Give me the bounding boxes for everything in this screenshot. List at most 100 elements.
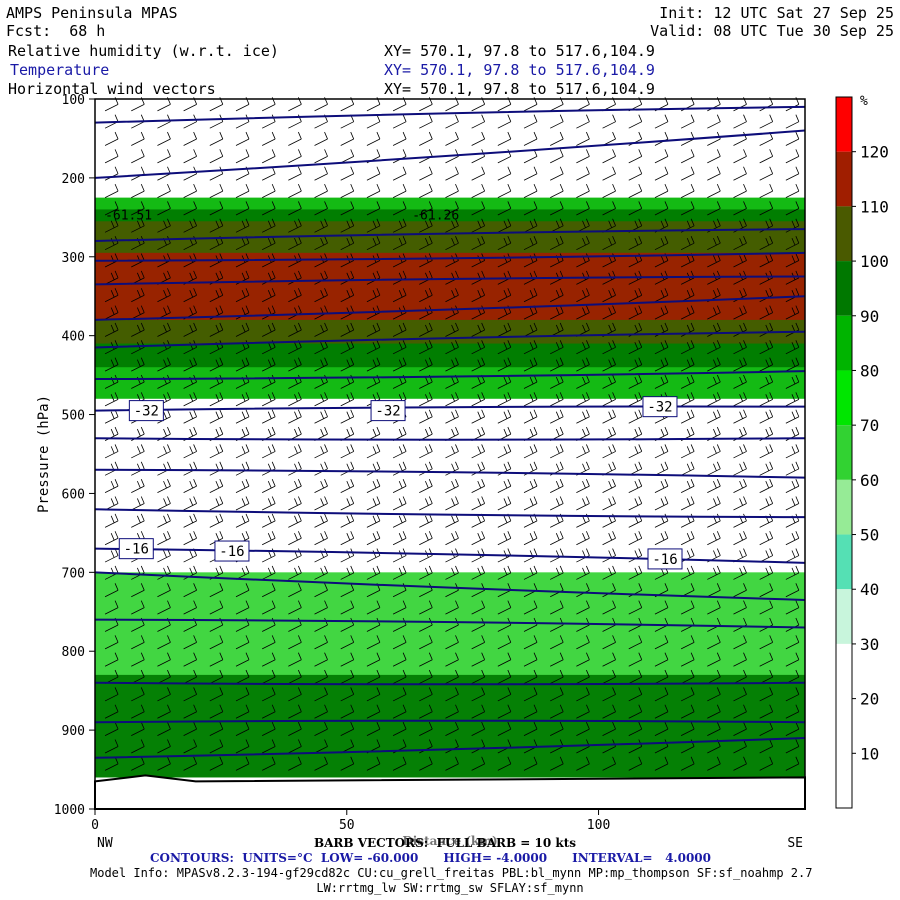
wind-barb-87 [261,149,276,164]
wind-barb-387 [340,340,355,355]
wind-barb-796 [445,600,459,615]
wind-barb-174 [419,201,433,216]
contour-label-1: -32 [375,404,400,420]
wind-barb-721 [602,548,616,563]
wind-barb-312 [497,288,512,303]
wind-barb-923 [235,687,250,702]
wind-barb-551 [392,444,407,459]
wind-barb-912 [654,669,669,684]
wind-barb-1030 [209,756,224,771]
contour-label-3: -16 [124,542,149,558]
wind-barb-625 [209,496,224,511]
wind-barb-393 [497,340,512,355]
isotherm-6 [94,330,806,349]
wind-barb-958 [445,704,459,719]
wind-barb-40 [445,114,459,129]
wind-barb-797 [471,600,486,615]
wind-barb-906 [497,669,512,684]
wind-barb-501 [497,409,512,424]
wind-barb-736 [288,565,302,580]
wind-barb-476 [550,392,564,407]
wind-barb-737 [314,565,328,580]
wind-barb-324 [104,305,119,320]
field-name-temperature: Temperature [10,61,110,79]
isotherm-15 [94,681,806,686]
isotherm-1 [94,129,806,179]
wind-barb-855 [576,635,590,650]
wind-barb-158 [707,183,721,198]
wind-barb-880 [523,652,538,667]
wind-barb-120 [419,166,433,181]
wind-barb-54 [104,131,119,146]
wind-barb-814 [209,617,224,632]
wind-barb-398 [628,340,643,355]
wind-barb-48 [654,114,669,129]
wind-barb-784 [131,600,145,615]
wind-barb-351 [104,322,119,337]
wind-barb-44 [550,114,564,129]
wind-barb-885 [654,652,669,667]
wind-barb-589 [680,461,695,476]
wind-barb-65 [392,131,407,146]
isotherm-2 [94,228,806,242]
wind-barb-962 [550,704,564,719]
wind-barb-647 [785,496,800,511]
wind-barb-620 [785,478,800,494]
wind-barb-541 [131,444,145,459]
wind-barb-203 [471,218,486,233]
wind-barb-764 [314,583,328,598]
wind-barb-301 [209,288,224,303]
wind-barb-627 [261,496,276,511]
wind-barb-558 [576,444,590,459]
wind-barb-51 [733,114,747,129]
wind-barb-489 [183,409,197,424]
wind-barb-344 [628,305,643,320]
wind-barb-545 [235,444,250,459]
wind-barb-98 [550,149,564,164]
wind-barb-395 [550,340,564,355]
wind-barb-141 [261,183,276,198]
wind-barb-118 [366,166,381,181]
wind-barb-599 [235,478,250,494]
colorbar-label-1: 20 [860,690,879,709]
wind-barb-550 [366,444,381,459]
wind-barb-649 [131,513,145,528]
wind-barb-34 [288,114,302,129]
wind-barb-180 [576,201,590,216]
wind-barb-452 [628,374,643,389]
wind-barb-107 [785,149,800,164]
wind-barb-614 [628,478,643,494]
wind-barb-686 [392,531,407,546]
wind-barb-492 [261,409,276,424]
wind-barb-348 [733,305,747,320]
wind-barb-477 [576,392,590,407]
wind-barb-986 [471,721,486,736]
wind-barb-136 [131,183,145,198]
wind-barb-553 [445,444,459,459]
y-tick-label-2: 300 [62,251,85,266]
field-xy-temperature: XY= 570.1, 97.8 to 517.6,104.9 [384,61,655,79]
wind-barb-981 [340,721,355,736]
colorbar-swatch-10 [836,643,852,699]
wind-barb-116 [314,166,328,181]
wind-barb-595 [131,478,145,494]
wind-barb-318 [654,288,669,303]
wind-barb-564 [733,444,747,459]
wind-barb-920 [157,687,171,702]
wind-barb-269 [785,253,800,268]
wind-barb-596 [157,478,171,494]
wind-barb-177 [497,201,512,216]
wind-barb-142 [288,183,302,198]
wind-barb-562 [680,444,695,459]
wind-barb-241 [759,236,774,251]
wind-barb-99 [576,149,590,164]
model-info: Model Info: MPASv8.2.3-194-gf29cd82c CU:… [90,866,813,880]
wind-barb-930 [419,687,433,702]
wind-barb-128 [628,166,643,181]
wind-barb-268 [759,253,774,268]
wind-barb-299 [157,288,171,303]
wind-barb-353 [157,322,171,337]
wind-barb-946 [131,704,145,719]
isotherm-12 [94,547,806,564]
